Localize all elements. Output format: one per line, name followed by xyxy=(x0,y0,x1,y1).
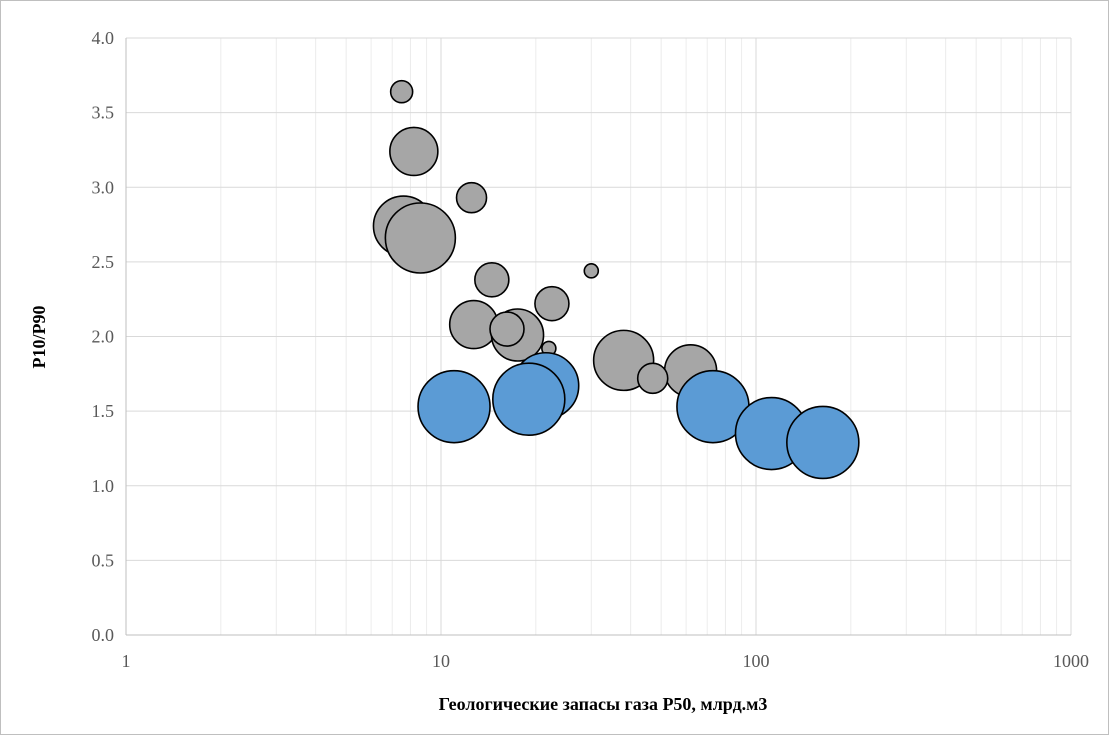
bubble-point xyxy=(474,261,510,298)
x-tick-label: 10 xyxy=(432,651,450,671)
bubble-point xyxy=(455,181,488,214)
y-tick-label: 2.5 xyxy=(92,252,115,272)
bubbles xyxy=(372,79,860,480)
bubble-point xyxy=(389,79,414,104)
axes xyxy=(125,38,1071,636)
bubble-point xyxy=(417,369,491,444)
bubble-point xyxy=(636,362,669,395)
x-axis-title: Геологические запасы газа P50, млрд.м3 xyxy=(439,694,768,714)
y-tick-label: 2.0 xyxy=(92,327,115,347)
major-gridlines xyxy=(125,37,1072,636)
x-tick-labels: 1 10 100 1000 xyxy=(122,651,1090,671)
bubble-point xyxy=(384,202,457,274)
bubble-point xyxy=(492,362,566,436)
y-tick-label: 1.5 xyxy=(92,401,115,421)
y-tick-label: 0.5 xyxy=(92,550,115,570)
y-tick-label: 3.5 xyxy=(92,103,115,123)
y-tick-label: 1.0 xyxy=(92,476,115,496)
y-tick-label: 4.0 xyxy=(92,28,115,48)
y-axis-title: P10/P90 xyxy=(29,306,49,369)
bubble-point xyxy=(786,405,860,480)
x-tick-label: 1 xyxy=(122,651,131,671)
bubble-point xyxy=(489,311,525,347)
bubble-point xyxy=(583,263,600,279)
x-tick-label: 1000 xyxy=(1053,651,1089,671)
bubble-point xyxy=(389,126,439,177)
y-tick-labels: 0.0 0.5 1.0 1.5 2.0 2.5 3.0 3.5 4.0 xyxy=(92,28,115,645)
y-tick-label: 0.0 xyxy=(92,625,115,645)
y-tick-label: 3.0 xyxy=(92,177,115,197)
bubble-point xyxy=(534,285,570,322)
x-tick-label: 100 xyxy=(743,651,770,671)
